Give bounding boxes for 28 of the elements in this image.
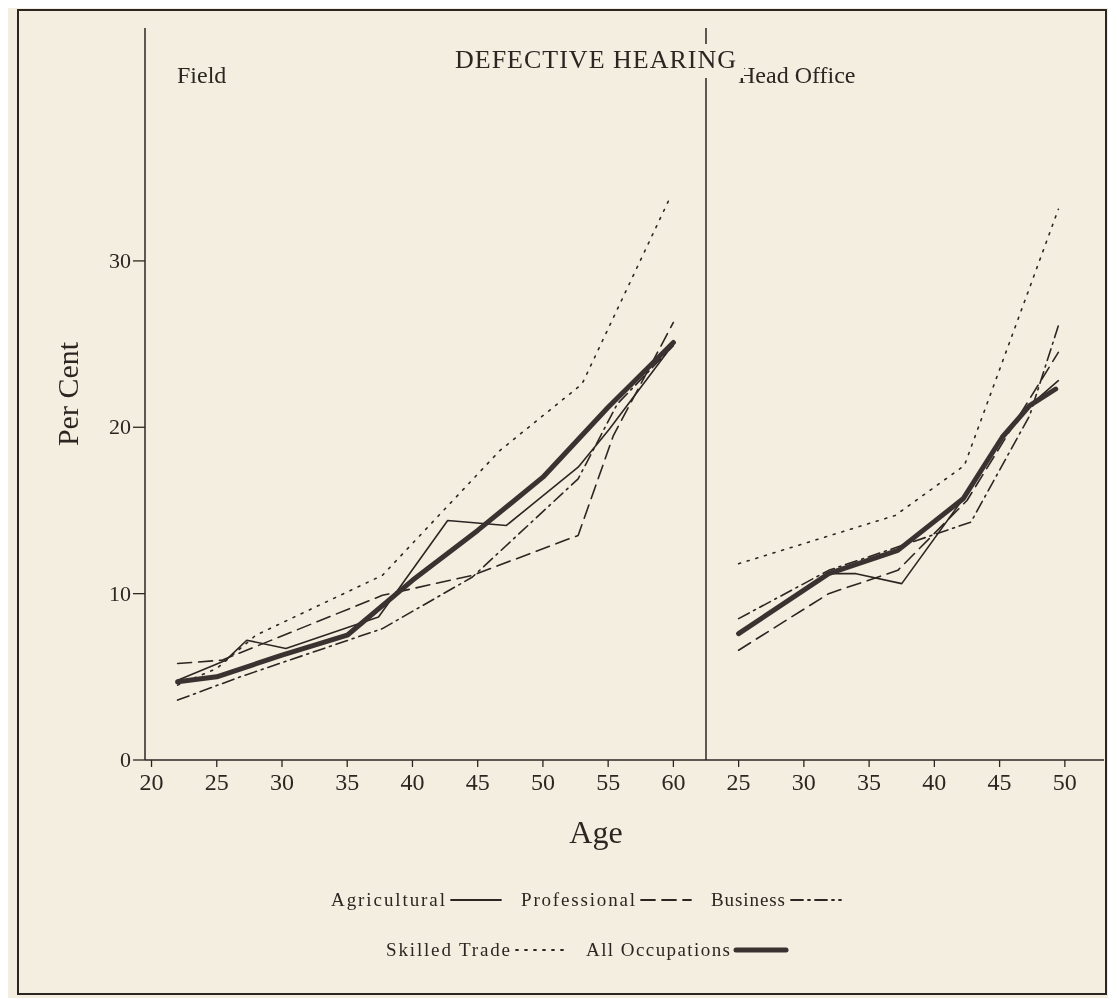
y-tick-label: 20: [109, 414, 131, 440]
x-tick-label: 25: [204, 769, 229, 795]
x-tick-label: 50: [530, 769, 555, 795]
x-tick-label: 35: [335, 769, 360, 795]
x-tick-label: 35: [857, 769, 882, 795]
text: DEFECTIVE HEARING: [454, 45, 738, 74]
x-tick-label: 40: [400, 769, 425, 795]
legend-label: Professional: [521, 889, 635, 910]
x-tick-label: 20: [139, 769, 164, 795]
y-tick-label: 30: [109, 247, 131, 273]
y-axis-title: Per Cent: [51, 341, 84, 447]
x-axis-title: Age: [569, 814, 623, 850]
legend-label: Skilled Trade: [386, 939, 510, 960]
x-tick-label: 40: [922, 769, 947, 795]
x-tick-label: 45: [987, 769, 1012, 795]
x-tick-label: 30: [791, 769, 816, 795]
x-tick-label: 60: [661, 769, 686, 795]
legend-label: All Occupations: [586, 939, 730, 960]
x-tick-label: 30: [269, 769, 294, 795]
x-tick-label: 50: [1052, 769, 1077, 795]
x-tick-label: 45: [465, 769, 490, 795]
x-tick-label: 55: [596, 769, 621, 795]
y-tick-label: 10: [109, 580, 131, 606]
legend-label: Agricultural: [331, 889, 445, 910]
y-tick-label: 0: [120, 747, 131, 772]
legend-label: Business: [711, 889, 785, 910]
text: Field: [177, 62, 227, 88]
x-tick-label: 25: [726, 769, 751, 795]
